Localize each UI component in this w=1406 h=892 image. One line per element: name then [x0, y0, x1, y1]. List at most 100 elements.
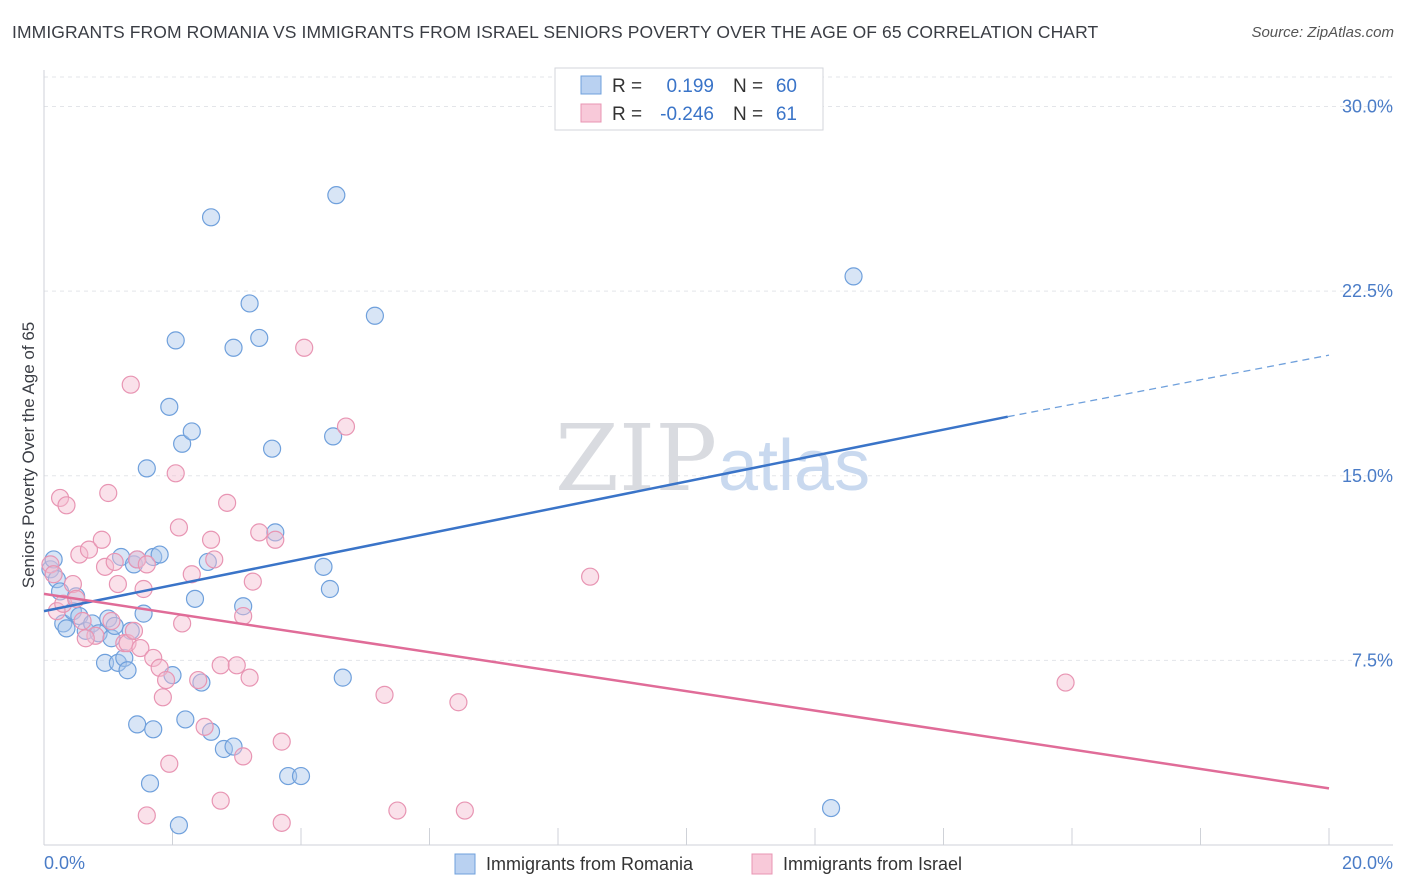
- y-axis-label: Seniors Poverty Over the Age of 65: [19, 322, 38, 588]
- data-point: [581, 567, 600, 586]
- stats-legend: R = 0.199 N = 60 R = -0.246 N = 61: [554, 67, 824, 131]
- data-point: [173, 434, 192, 453]
- data-point: [455, 801, 474, 820]
- trend-line-israel: [43, 592, 1330, 790]
- data-point: [169, 518, 189, 537]
- grid-lines: [44, 76, 1393, 661]
- data-point: [95, 653, 115, 672]
- bottom-legend-swatch-israel: [751, 853, 773, 875]
- data-point: [201, 530, 221, 549]
- data-point: [295, 338, 314, 357]
- watermark-atlas: atlas: [718, 426, 870, 506]
- data-point: [449, 693, 468, 712]
- data-point: [169, 816, 189, 835]
- data-point: [121, 375, 140, 394]
- legend-r-value-0: 0.199: [666, 76, 714, 97]
- data-point: [201, 208, 221, 227]
- legend-r-label-1: R =: [612, 104, 642, 125]
- bottom-legend-label-romania: Immigrants from Romania: [486, 854, 694, 874]
- data-point: [250, 523, 269, 542]
- data-point: [70, 545, 89, 564]
- data-point: [44, 565, 63, 584]
- data-point: [137, 806, 156, 825]
- data-point: [57, 619, 76, 638]
- data-point: [118, 661, 137, 680]
- data-point: [160, 397, 179, 416]
- y-tick-label: 7.5%: [1352, 650, 1393, 670]
- legend-r-value-1: -0.246: [660, 104, 714, 125]
- data-point: [324, 427, 343, 446]
- data-point: [192, 673, 211, 692]
- legend-n-value-0: 60: [776, 76, 797, 97]
- legend-n-label-1: N =: [733, 104, 763, 125]
- data-point: [95, 557, 115, 576]
- y-tick-label: 22.5%: [1342, 281, 1393, 301]
- data-point: [79, 540, 99, 559]
- data-point: [176, 710, 195, 729]
- data-point: [320, 579, 340, 599]
- data-point: [128, 550, 147, 569]
- data-point: [44, 550, 63, 569]
- data-point: [218, 493, 237, 512]
- data-point: [333, 668, 352, 687]
- axes: [43, 70, 1393, 846]
- data-point: [182, 422, 201, 441]
- series-romania-points: [41, 186, 863, 835]
- legend-n-value-1: 61: [776, 104, 797, 125]
- data-point: [240, 668, 259, 687]
- data-point: [388, 801, 407, 820]
- data-point: [166, 331, 185, 350]
- data-point: [844, 267, 863, 286]
- trend-lines: [43, 354, 1330, 790]
- bottom-legend-label-israel: Immigrants from Israel: [783, 854, 962, 874]
- y-tick-labels: 7.5% 15.0% 22.5% 30.0%: [1342, 97, 1393, 671]
- data-point: [291, 766, 311, 786]
- data-point: [224, 737, 243, 756]
- data-point: [137, 555, 156, 574]
- legend-swatch-israel: [580, 103, 602, 123]
- data-point: [234, 597, 253, 616]
- data-point: [124, 555, 144, 574]
- data-point: [63, 574, 83, 594]
- x-ticks: [43, 828, 1330, 845]
- x-tick-labels: 0.0% 20.0%: [44, 853, 1393, 873]
- data-point: [211, 791, 230, 810]
- y-tick-label: 15.0%: [1342, 466, 1393, 486]
- data-point: [131, 638, 150, 658]
- source-credit: Source: ZipAtlas.com: [1251, 24, 1394, 41]
- legend-swatch-romania: [580, 75, 602, 95]
- data-point: [266, 523, 285, 542]
- data-point: [195, 717, 214, 736]
- data-point: [57, 496, 76, 515]
- data-point: [156, 670, 176, 690]
- data-point: [173, 614, 192, 633]
- data-point: [272, 813, 291, 832]
- x-tick-label-max: 20.0%: [1342, 853, 1393, 873]
- trend-line-romania: [43, 415, 1008, 613]
- data-point: [153, 688, 172, 707]
- data-point: [272, 732, 291, 751]
- data-point: [821, 798, 841, 818]
- data-point: [227, 656, 246, 675]
- data-point: [234, 747, 253, 766]
- legend-n-label-0: N =: [733, 76, 763, 97]
- data-point: [140, 774, 160, 793]
- legend-r-label-0: R =: [612, 76, 642, 97]
- data-point: [266, 530, 285, 549]
- data-point: [41, 555, 60, 574]
- watermark: ZIP atlas: [555, 405, 870, 512]
- data-point: [336, 417, 356, 436]
- data-point: [128, 715, 147, 734]
- x-tick-label-min: 0.0%: [44, 853, 85, 873]
- y-tick-label: 30.0%: [1342, 97, 1393, 117]
- data-point: [182, 565, 201, 584]
- data-point: [250, 328, 269, 348]
- data-point: [211, 656, 230, 675]
- data-point: [1056, 673, 1075, 692]
- data-point: [279, 766, 298, 786]
- data-point: [327, 186, 346, 205]
- data-point: [73, 611, 92, 631]
- data-point: [50, 488, 70, 508]
- data-point: [76, 629, 95, 648]
